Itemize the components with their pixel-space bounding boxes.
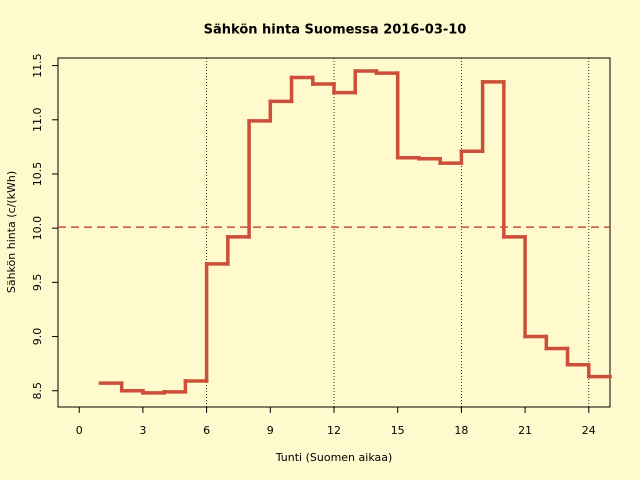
y-tick-label: 8.5 <box>31 382 44 400</box>
y-tick-label: 9.5 <box>31 274 44 292</box>
y-tick-label: 10.0 <box>31 216 44 241</box>
chart-title: Sähkön hinta Suomessa 2016-03-10 <box>204 23 467 38</box>
x-axis-label: Tunti (Suomen aikaa) <box>275 451 393 464</box>
y-tick-label: 11.5 <box>31 53 44 78</box>
x-tick-label: 0 <box>76 424 83 437</box>
x-tick-label: 18 <box>454 424 468 437</box>
x-tick-label: 21 <box>518 424 532 437</box>
y-tick-label: 9.0 <box>31 328 44 346</box>
x-tick-label: 15 <box>391 424 405 437</box>
x-tick-label: 9 <box>267 424 274 437</box>
x-tick-label: 6 <box>203 424 210 437</box>
x-tick-label: 12 <box>327 424 341 437</box>
y-tick-label: 10.5 <box>31 162 44 187</box>
y-tick-label: 11.0 <box>31 108 44 133</box>
x-tick-label: 3 <box>139 424 146 437</box>
x-tick-label: 24 <box>582 424 596 437</box>
y-axis-label: Sähkön hinta (c/(kWh) <box>5 171 18 293</box>
